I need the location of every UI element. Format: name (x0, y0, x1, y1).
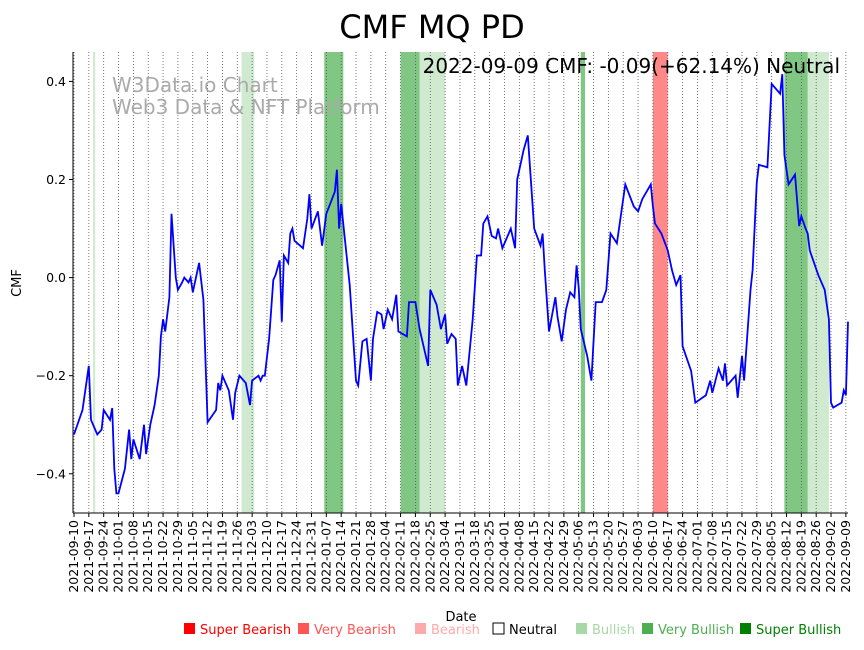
chart-annotation: 2022-09-09 CMF: -0.09(+62.14%) Neutral (423, 54, 840, 78)
x-tick-label: 2021-10-08 (125, 520, 140, 593)
x-tick-label: 2022-03-25 (482, 520, 497, 593)
legend-swatch (415, 623, 426, 634)
x-tick-label: 2022-06-17 (660, 520, 675, 593)
x-tick-label: 2022-07-29 (749, 520, 764, 593)
x-tick-label: 2022-07-22 (734, 520, 749, 593)
x-tick-label: 2022-06-03 (630, 520, 645, 593)
legend-swatch (492, 622, 505, 635)
x-tick-label: 2022-06-10 (645, 520, 660, 593)
x-tick-label: 2021-11-26 (229, 520, 244, 593)
legend-label: Bearish (431, 623, 480, 638)
x-tick-label: 2022-01-14 (333, 520, 348, 593)
x-tick-label: 2022-03-11 (452, 520, 467, 593)
x-tick-label: 2022-05-13 (586, 520, 601, 593)
x-tick-label: 2022-07-15 (719, 520, 734, 593)
x-tick-label: 2022-01-21 (348, 520, 363, 593)
signal-band (93, 52, 96, 513)
y-tick-label: −0.2 (36, 368, 66, 383)
x-tick-label: 2022-02-18 (407, 520, 422, 593)
legend-label: Super Bearish (200, 623, 291, 638)
x-tick-label: 2022-01-07 (318, 520, 333, 593)
x-tick-label: 2022-05-06 (571, 520, 586, 593)
x-tick-label: 2021-12-24 (289, 520, 304, 593)
chart-title: CMF MQ PD (339, 8, 524, 46)
x-tick-label: 2021-12-17 (274, 520, 289, 593)
x-tick-label: 2022-08-19 (793, 520, 808, 593)
signal-band (652, 52, 668, 513)
legend-label: Neutral (509, 623, 557, 638)
x-tick-label: 2022-07-01 (689, 520, 704, 593)
x-tick-label: 2021-11-19 (214, 520, 229, 593)
x-tick-label: 2022-09-02 (823, 520, 838, 593)
x-tick-label: 2022-02-04 (378, 520, 393, 593)
x-tick-label: 2022-02-11 (393, 520, 408, 593)
x-tick-label: 2022-04-22 (541, 520, 556, 593)
y-tick-label: 0.4 (46, 74, 66, 89)
legend-swatch (576, 623, 587, 634)
x-tick-label: 2021-12-10 (259, 520, 274, 593)
x-tick-label: 2022-09-09 (838, 520, 853, 593)
x-tick-label: 2022-05-27 (615, 520, 630, 593)
legend-label: Very Bullish (658, 623, 734, 638)
y-tick-label: 0.2 (46, 172, 66, 187)
x-tick-label: 2021-11-05 (185, 520, 200, 593)
x-tick-label: 2021-12-03 (244, 520, 259, 593)
signal-band (807, 52, 829, 513)
legend: Super Bearish Very Bearish Bearish Neutral B… (184, 622, 841, 638)
x-tick-label: 2022-08-05 (764, 520, 779, 593)
x-tick-label: 2021-10-01 (111, 520, 126, 593)
x-tick-label: 2022-04-29 (556, 520, 571, 593)
signal-band (419, 52, 446, 513)
x-axis-label: Date (445, 610, 476, 625)
y-tick-label: −0.4 (36, 466, 66, 481)
signal-band (580, 52, 586, 513)
watermark-line-1: W3Data.io Chart (112, 73, 278, 97)
x-tick-label: 2022-03-18 (467, 520, 482, 593)
signal-band (784, 52, 808, 513)
legend-label: Super Bullish (756, 623, 841, 638)
x-tick-label: 2022-05-20 (600, 520, 615, 593)
cmf-line (73, 73, 849, 495)
x-tick-label: 2022-04-15 (526, 520, 541, 593)
legend-swatch (298, 623, 309, 634)
legend-swatch (642, 623, 653, 634)
x-tick-label: 2022-04-08 (511, 520, 526, 593)
x-tick-label: 2021-11-12 (200, 520, 215, 593)
watermark-line-2: Web3 Data & NFT Platform (112, 95, 380, 119)
x-tick-label: 2022-07-08 (704, 520, 719, 593)
y-axis-label: CMF (10, 269, 25, 297)
x-tick-label: 2021-09-17 (81, 520, 96, 593)
y-tick-label: 0.0 (46, 270, 66, 285)
x-tick-label: 2022-01-28 (363, 520, 378, 593)
x-tick-label: 2022-02-25 (422, 520, 437, 593)
x-tick-label: 2021-12-31 (304, 520, 319, 593)
signal-band (324, 52, 344, 513)
legend-swatch (184, 623, 195, 634)
x-tick-label: 2021-10-15 (140, 520, 155, 593)
x-tick-label: 2022-04-01 (496, 520, 511, 593)
x-tick-label: 2022-03-04 (437, 520, 452, 593)
signal-band (400, 52, 420, 513)
x-tick-label: 2021-10-22 (155, 520, 170, 593)
x-tick-label: 2021-09-24 (96, 520, 111, 593)
legend-label: Very Bearish (314, 623, 396, 638)
x-tick-label: 2021-10-29 (170, 520, 185, 593)
x-tick-label: 2022-08-12 (779, 520, 794, 593)
x-tick-label: 2022-06-24 (675, 520, 690, 593)
legend-label: Bullish (592, 623, 635, 638)
x-tick-label: 2021-09-10 (66, 520, 81, 593)
x-tick-label: 2022-08-26 (808, 520, 823, 593)
legend-swatch (740, 623, 751, 634)
